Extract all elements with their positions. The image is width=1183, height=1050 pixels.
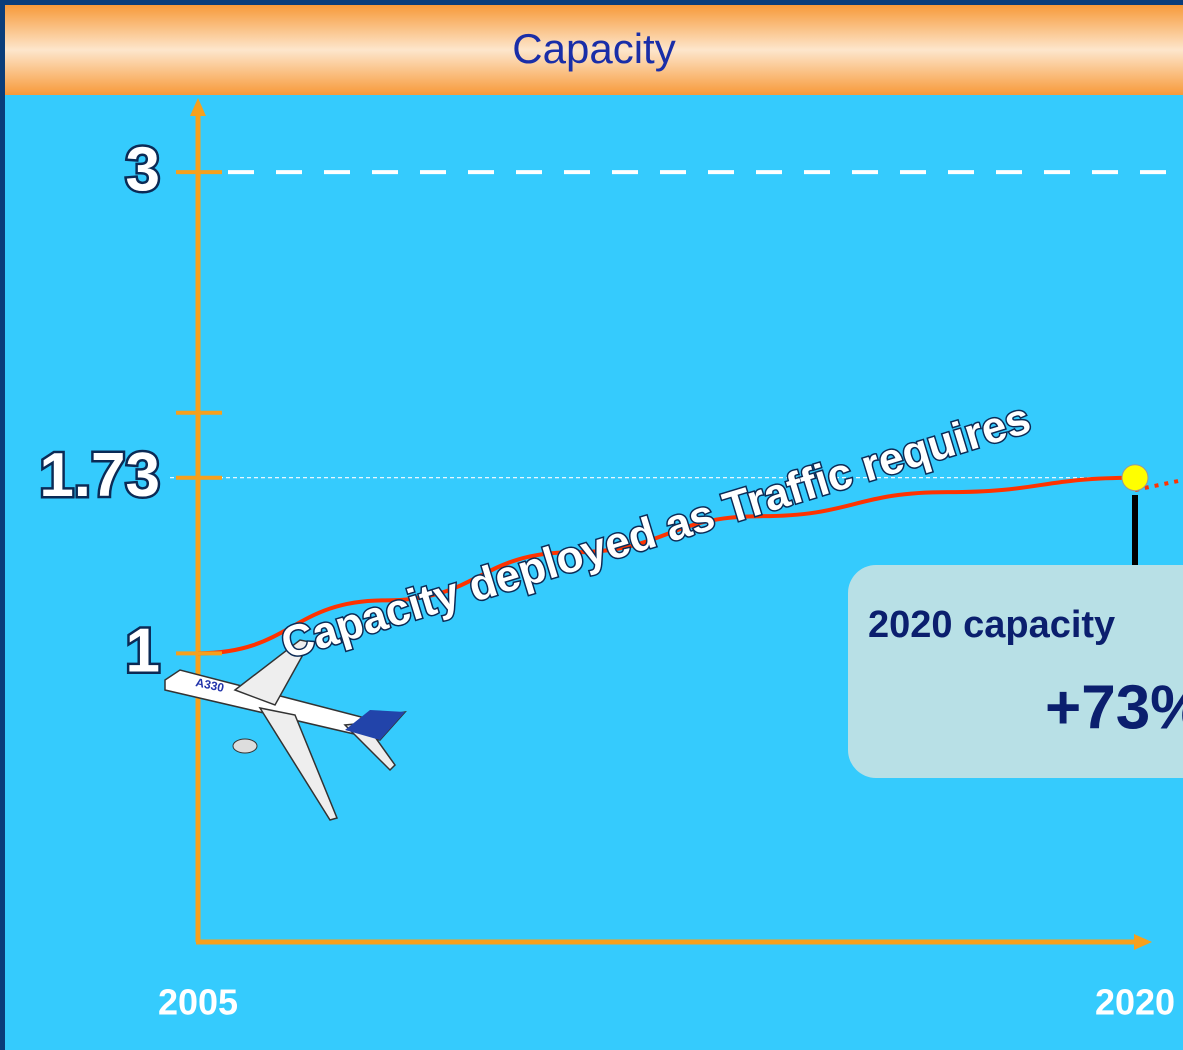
- y-tick-label: 3: [126, 136, 160, 205]
- x-tick-label: 2005: [158, 982, 238, 1023]
- end-marker: [1122, 465, 1148, 491]
- chart: Capacity A330 2020 capacity +73% Capacit…: [0, 0, 1183, 1050]
- y-tick-label: 1.73: [39, 441, 160, 510]
- callout-box: [848, 565, 1183, 778]
- callout-value: +73%: [1045, 673, 1183, 742]
- chart-title: Capacity: [512, 25, 675, 72]
- callout-title: 2020 capacity: [868, 604, 1115, 646]
- x-tick-label: 2020: [1095, 982, 1175, 1023]
- y-tick-label: 1: [126, 617, 160, 686]
